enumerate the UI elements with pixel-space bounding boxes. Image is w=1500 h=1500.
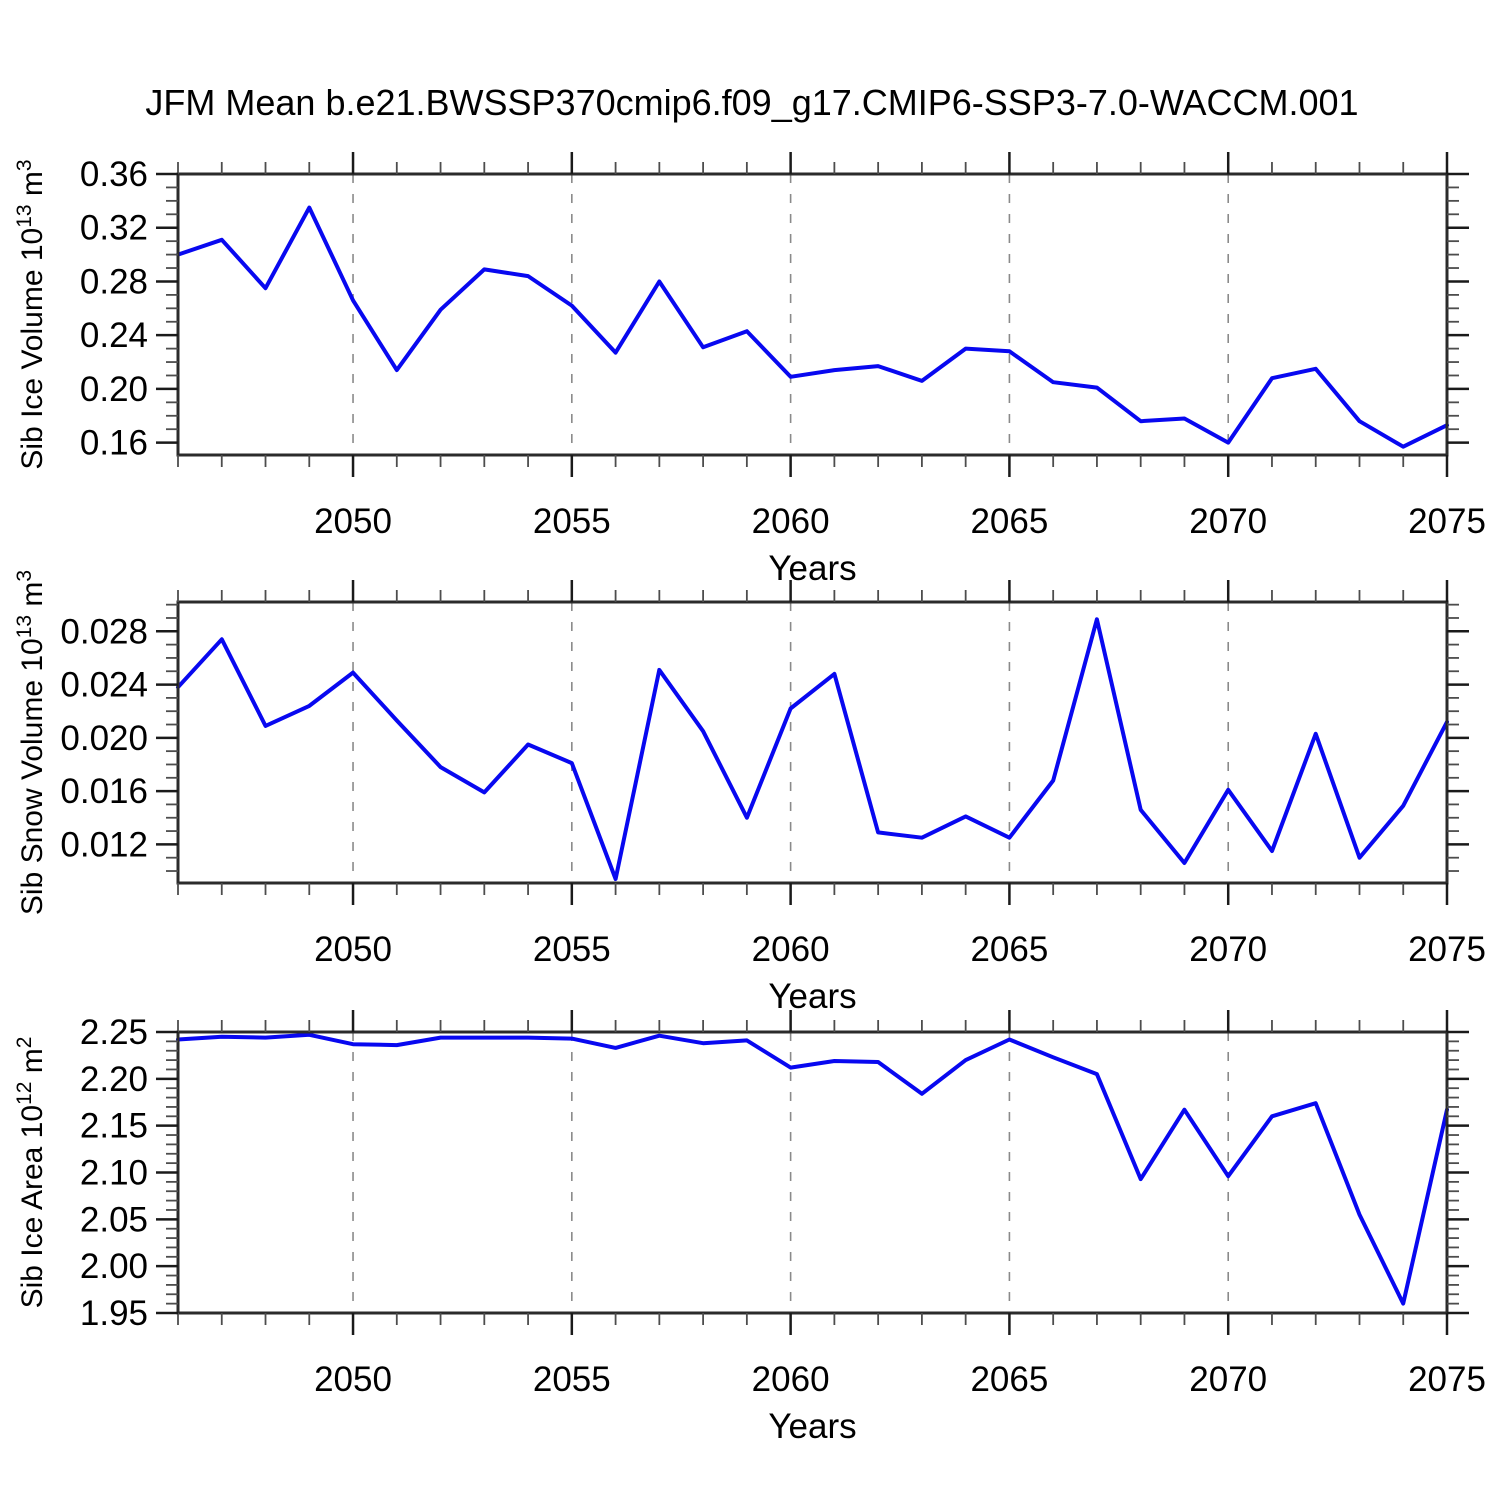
y-tick-label: 2.15 <box>80 1107 148 1146</box>
x-tick-label: 2065 <box>970 1360 1048 1399</box>
y-axis-title-text: m <box>16 582 49 615</box>
y-tick-label: 0.024 <box>60 666 148 705</box>
x-tick-label: 2075 <box>1408 930 1486 969</box>
y-axis-title: Sib Snow Volume 1013 m3 <box>13 570 49 915</box>
y-axis-title-exponent: 2 <box>13 1037 36 1049</box>
x-tick-label: 2055 <box>533 930 611 969</box>
y-tick-label: 0.012 <box>60 825 148 864</box>
x-tick-label: 2065 <box>970 930 1048 969</box>
panel-sib-ice-area: 2050 2055 2060 2065 2070 2075 Years 1.95 2.00 2.0… <box>13 1010 1486 1446</box>
x-tick-label: 2060 <box>752 930 830 969</box>
y-axis-title-exponent: 13 <box>13 615 36 638</box>
sib-ice-volume-line <box>176 205 1449 449</box>
x-tick-label: 2050 <box>314 930 392 969</box>
y-tick-label: 2.10 <box>80 1154 148 1193</box>
y-axis-title: Sib Ice Area 1012 m2 <box>13 1037 49 1309</box>
y-axis-title-exponent: 3 <box>13 570 36 582</box>
y-axis-title-exponent: 12 <box>13 1082 36 1105</box>
x-tick-label: 2055 <box>533 502 611 541</box>
y-axis-title-text: m <box>16 171 49 204</box>
x-tick-label: 2065 <box>970 502 1048 541</box>
y-axis-title-text: Sib Ice Area 10 <box>16 1105 49 1308</box>
x-tick-label: 2070 <box>1189 1360 1267 1399</box>
x-axis-title: Years <box>768 549 856 588</box>
sib-snow-volume-frame <box>176 600 1449 885</box>
sib-ice-volume-frame <box>176 172 1449 457</box>
plot-title: JFM Mean b.e21.BWSSP370cmip6.f09_g17.CMI… <box>145 82 1359 123</box>
y-tick-label: 0.28 <box>80 262 148 301</box>
sib-snow-volume-line <box>176 617 1449 881</box>
panel-sib-snow-volume: 2050 2055 2060 2065 2070 2075 Years 0.012 0.016 0… <box>13 570 1486 1016</box>
x-tick-label: 2055 <box>533 1360 611 1399</box>
y-tick-label: 0.32 <box>80 209 148 248</box>
sib-ice-area-line <box>176 1032 1449 1306</box>
x-axis-title: Years <box>768 1407 856 1446</box>
y-tick-label: 0.24 <box>80 316 148 355</box>
y-tick-label: 0.20 <box>80 370 148 409</box>
sib-ice-area-frame <box>176 1030 1449 1315</box>
y-tick-label: 2.25 <box>80 1013 148 1052</box>
x-tick-label: 2060 <box>752 502 830 541</box>
x-tick-label: 2070 <box>1189 930 1267 969</box>
x-tick-label: 2050 <box>314 1360 392 1399</box>
x-tick-label: 2050 <box>314 502 392 541</box>
x-axis-title: Years <box>768 977 856 1016</box>
x-tick-label: 2075 <box>1408 502 1486 541</box>
y-axis-title: Sib Ice Volume 1013 m3 <box>13 159 49 469</box>
y-axis-title-exponent: 13 <box>13 204 36 227</box>
y-axis-title-text: Sib Ice Volume 10 <box>16 228 49 470</box>
y-tick-label: 0.028 <box>60 612 148 651</box>
panel-sib-ice-volume: 2050 2055 2060 2065 2070 2075 Years 0.16 0.20 0.2… <box>13 152 1486 588</box>
y-tick-label: 0.36 <box>80 155 148 194</box>
y-tick-label: 2.00 <box>80 1247 148 1286</box>
y-tick-label: 2.20 <box>80 1060 148 1099</box>
y-tick-label: 1.95 <box>80 1294 148 1333</box>
y-axis-title-text: Sib Snow Volume 10 <box>16 638 49 915</box>
x-tick-label: 2070 <box>1189 502 1267 541</box>
y-tick-label: 0.020 <box>60 719 148 758</box>
y-tick-label: 2.05 <box>80 1200 148 1239</box>
y-axis-title-text: m <box>16 1048 49 1081</box>
y-tick-label: 0.016 <box>60 772 148 811</box>
x-tick-label: 2060 <box>752 1360 830 1399</box>
x-tick-label: 2075 <box>1408 1360 1486 1399</box>
y-axis-title-exponent: 3 <box>13 159 36 171</box>
y-tick-label: 0.16 <box>80 424 148 463</box>
